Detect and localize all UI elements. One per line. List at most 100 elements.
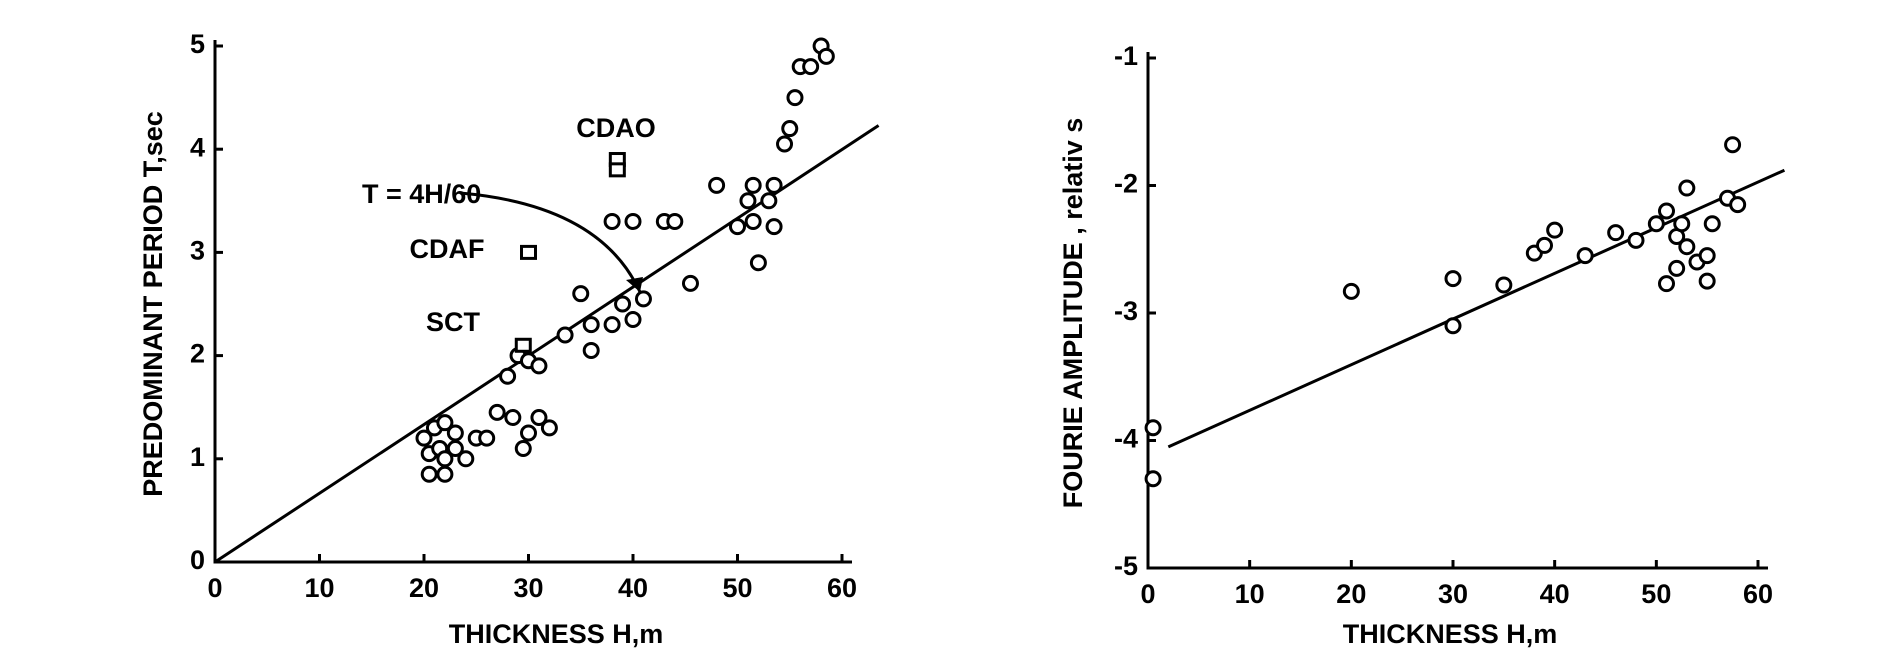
circle-point — [504, 409, 522, 427]
circle-point — [1729, 196, 1747, 214]
circle-point — [749, 254, 767, 272]
circle-point — [478, 429, 496, 447]
circle-point — [1658, 275, 1675, 293]
circle-point — [765, 176, 783, 194]
circle-point — [1607, 224, 1625, 242]
x-tick-label: 0 — [1140, 579, 1155, 609]
circle-point — [1678, 238, 1696, 256]
circle-point — [436, 414, 454, 432]
circle-point — [436, 450, 454, 468]
circle-point — [582, 316, 600, 334]
circle-point — [530, 409, 548, 427]
axis-lines — [213, 40, 852, 564]
circle-point — [666, 212, 684, 230]
circle-point — [624, 310, 642, 328]
x-tick-label: 60 — [1743, 579, 1773, 609]
circle-point — [420, 465, 438, 483]
y-axis-label: PREDOMINANT PERIOD T,sec — [138, 111, 168, 497]
square-point — [608, 162, 626, 178]
x-tick-label: 20 — [409, 573, 439, 603]
circle-point — [1647, 215, 1665, 233]
square-point — [520, 244, 537, 260]
circle-point — [781, 120, 799, 138]
circle-point — [556, 326, 574, 344]
circle-point — [488, 403, 506, 421]
y-axis-label: FOURIE AMPLITUDE , relativ s — [1058, 118, 1088, 509]
x-axis-label: THICKNESS H,m — [1343, 619, 1558, 649]
y-tick-label: -1 — [1114, 41, 1138, 71]
circle-point — [1546, 221, 1564, 239]
annotation: SCT — [426, 307, 481, 337]
circle-point — [1703, 215, 1721, 233]
circle-point — [603, 316, 621, 334]
circle-point — [614, 295, 632, 313]
circle-point — [624, 212, 642, 230]
y-tick-label: 4 — [190, 132, 205, 162]
annotation-arrow — [459, 191, 642, 293]
circle-point — [1576, 247, 1594, 265]
circle-point — [760, 192, 778, 210]
circle-point — [765, 218, 783, 236]
y-tick-label: -2 — [1114, 169, 1138, 199]
circle-point — [1698, 247, 1716, 265]
circle-point — [1658, 202, 1675, 220]
circle-point — [1724, 136, 1742, 154]
x-tick-label: 50 — [722, 573, 752, 603]
y-tick-label: -3 — [1114, 296, 1138, 326]
circle-point — [530, 357, 548, 375]
circle-point — [415, 429, 433, 447]
circle-point — [446, 424, 464, 442]
circle-point — [786, 89, 804, 107]
circle-point — [514, 439, 532, 457]
y-tick-label: 0 — [190, 545, 205, 575]
circle-point — [1627, 231, 1645, 249]
circle-point — [572, 285, 590, 303]
annotation: T = 4H/60 — [362, 179, 481, 209]
fit-line — [1167, 168, 1786, 449]
x-tick-label: 50 — [1641, 579, 1671, 609]
circle-point — [1444, 270, 1462, 288]
circle-point — [1678, 179, 1696, 197]
circle-point — [776, 135, 794, 153]
x-axis-label: THICKNESS H,m — [449, 619, 664, 649]
circle-point — [540, 419, 558, 437]
circle-point — [446, 439, 464, 457]
x-tick-label: 0 — [207, 573, 222, 603]
circle-point — [436, 465, 454, 483]
y-tick-label: 3 — [190, 236, 205, 266]
circle-point — [1342, 282, 1360, 300]
circle-point — [729, 218, 746, 236]
annotation: CDAO — [576, 113, 656, 143]
circle-point — [520, 424, 537, 442]
circle-point — [708, 176, 726, 194]
y-tick-label: 1 — [190, 442, 205, 472]
x-tick-label: 20 — [1336, 579, 1366, 609]
y-tick-label: 2 — [190, 339, 205, 369]
circle-point — [1668, 259, 1686, 277]
circle-point — [739, 192, 757, 210]
y-tick-label: 5 — [190, 29, 205, 59]
circle-point — [681, 274, 699, 292]
y-tick-label: -5 — [1114, 551, 1138, 581]
x-tick-label: 40 — [1540, 579, 1570, 609]
circle-point — [603, 212, 621, 230]
x-tick-label: 30 — [1438, 579, 1468, 609]
circle-point — [817, 47, 835, 65]
circle-point — [1495, 276, 1513, 294]
circle-point — [499, 367, 517, 385]
circle-point — [582, 341, 600, 359]
circle-point — [744, 212, 762, 230]
x-tick-label: 60 — [827, 573, 857, 603]
axis-lines — [1146, 52, 1768, 570]
circle-point — [1673, 215, 1691, 233]
x-tick-label: 10 — [1235, 579, 1265, 609]
circle-point — [1144, 470, 1162, 488]
circle-point — [634, 290, 652, 308]
y-tick-label: -4 — [1114, 424, 1138, 454]
circle-point — [802, 58, 820, 76]
annotation: CDAF — [410, 234, 485, 264]
circle-point — [1144, 419, 1162, 437]
x-tick-label: 10 — [304, 573, 334, 603]
